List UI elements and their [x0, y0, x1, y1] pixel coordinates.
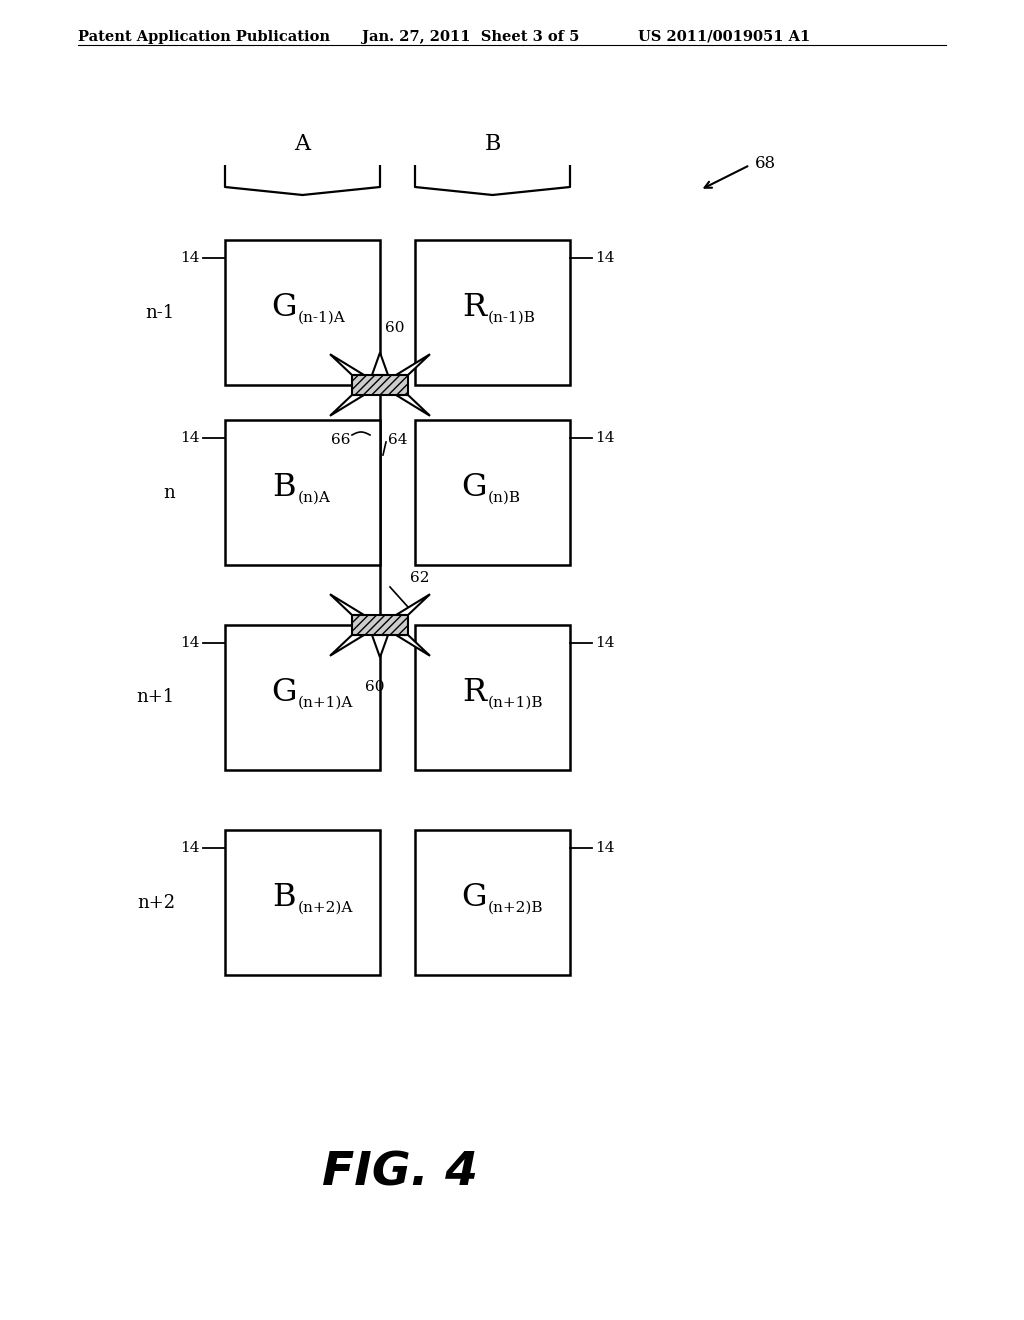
Text: G: G	[271, 677, 297, 708]
Text: (n+1)A: (n+1)A	[298, 696, 353, 710]
Text: 14: 14	[180, 251, 200, 265]
Polygon shape	[352, 615, 408, 635]
Polygon shape	[352, 375, 408, 395]
Text: 64: 64	[388, 433, 408, 447]
Text: R: R	[462, 677, 486, 708]
Text: B: B	[272, 473, 296, 503]
Text: G: G	[271, 292, 297, 323]
Text: n-1: n-1	[145, 304, 175, 322]
Text: 14: 14	[595, 251, 614, 265]
Bar	[415, 240, 570, 385]
Bar	[225, 240, 380, 385]
Bar	[415, 420, 570, 565]
Polygon shape	[396, 354, 430, 375]
Polygon shape	[330, 594, 364, 615]
Text: n: n	[163, 483, 175, 502]
Text: (n-1)B: (n-1)B	[487, 310, 536, 325]
Text: 14: 14	[595, 636, 614, 649]
Text: 68: 68	[755, 154, 776, 172]
Text: B: B	[484, 133, 501, 154]
Polygon shape	[396, 635, 430, 656]
Text: n+1: n+1	[137, 689, 175, 706]
Text: Jan. 27, 2011  Sheet 3 of 5: Jan. 27, 2011 Sheet 3 of 5	[362, 30, 580, 44]
Polygon shape	[372, 352, 388, 375]
Text: (n-1)A: (n-1)A	[298, 310, 346, 325]
Polygon shape	[396, 594, 430, 615]
Bar	[225, 624, 380, 770]
Text: 14: 14	[595, 432, 614, 445]
Text: (n+1)B: (n+1)B	[487, 696, 544, 710]
Text: US 2011/0019051 A1: US 2011/0019051 A1	[638, 30, 810, 44]
Bar	[415, 830, 570, 975]
Polygon shape	[372, 635, 388, 657]
Polygon shape	[330, 354, 364, 375]
Text: FIG. 4: FIG. 4	[322, 1150, 478, 1195]
Text: 14: 14	[595, 841, 614, 855]
Bar	[415, 624, 570, 770]
Text: G: G	[461, 882, 486, 913]
Text: 14: 14	[180, 432, 200, 445]
Text: 14: 14	[180, 841, 200, 855]
Text: (n+2)A: (n+2)A	[298, 900, 353, 915]
Text: n+2: n+2	[137, 894, 175, 912]
Bar	[225, 420, 380, 565]
Text: 66: 66	[331, 433, 350, 447]
Text: 60: 60	[366, 680, 385, 694]
Text: 60: 60	[385, 321, 404, 335]
Text: R: R	[462, 292, 486, 323]
Polygon shape	[396, 395, 430, 416]
Polygon shape	[330, 395, 364, 416]
Polygon shape	[330, 635, 364, 656]
Text: 62: 62	[410, 572, 429, 585]
Text: Patent Application Publication: Patent Application Publication	[78, 30, 330, 44]
Text: (n)A: (n)A	[298, 491, 331, 504]
Text: B: B	[272, 882, 296, 913]
Text: (n)B: (n)B	[487, 491, 521, 504]
Text: A: A	[295, 133, 310, 154]
Text: (n+2)B: (n+2)B	[487, 900, 544, 915]
Bar	[225, 830, 380, 975]
Text: 14: 14	[180, 636, 200, 649]
Text: G: G	[461, 473, 486, 503]
